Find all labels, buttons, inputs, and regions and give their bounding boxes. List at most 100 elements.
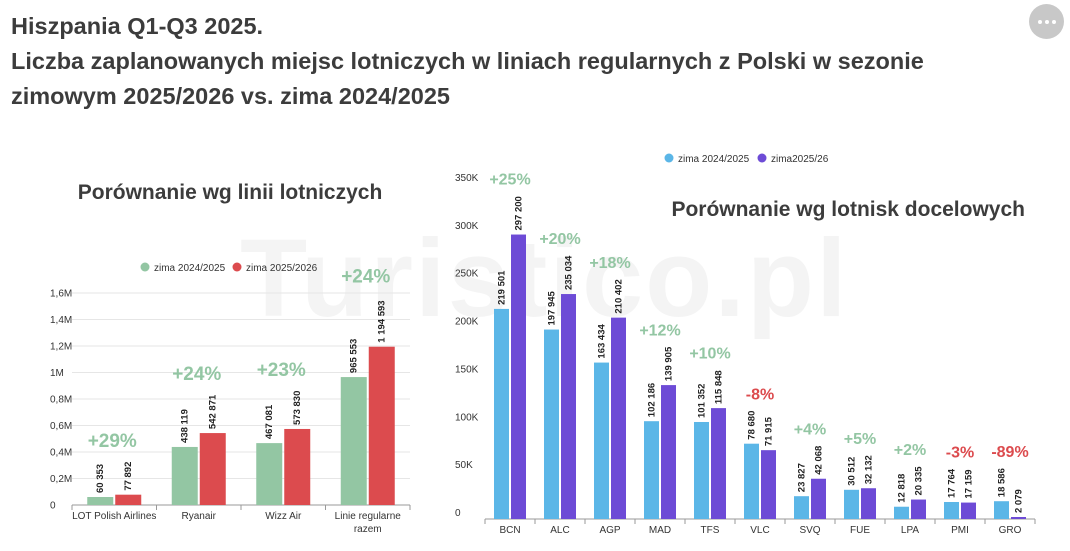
x-category-label: LPA [901,525,919,536]
bar-prev [544,329,559,519]
y-tick-label: 1,4M [50,315,72,326]
change-label: +24% [341,266,390,287]
bar-curr [911,499,926,519]
x-category-label: BCN [499,525,520,536]
x-category-label: FUE [850,525,870,536]
bar-curr [861,488,876,519]
title-line-1: Hiszpania Q1-Q3 2025. [11,13,264,39]
more-dot-icon [1044,19,1049,24]
bar-curr [761,450,776,519]
bar-value-label: 77 892 [123,462,134,491]
more-dot-icon [1037,19,1042,24]
bar-value-label: 573 830 [292,391,303,425]
bar-value-label: 1 194 593 [377,300,388,342]
airline-chart: Porównanie wg linii lotniczych zima 2024/… [50,181,411,535]
change-label: +25% [489,172,530,189]
change-label: +18% [589,255,630,272]
y-tick-label: 50K [455,460,473,471]
change-label: +12% [639,322,680,339]
bar-value-label: 12 818 [897,474,908,503]
y-tick-label: 0,8M [50,395,72,406]
page-title: Hiszpania Q1-Q3 2025. Liczba zaplanowany… [11,9,971,114]
bar-value-label: 23 827 [797,463,808,492]
legend-label: zima2025/26 [771,154,829,165]
bar-prev [794,496,809,519]
bar-value-label: 17 764 [947,468,958,498]
x-category-label: Ryanair [182,511,217,522]
bar-value-label: 542 871 [208,394,219,429]
bar-curr [561,294,576,519]
more-options-button[interactable] [1029,4,1064,39]
bar-curr [199,433,226,505]
x-category-label: LOT Polish Airlines [72,511,156,522]
bar-curr [611,317,626,519]
bar-value-label: 30 512 [847,457,858,486]
bar-value-label: 115 848 [714,370,725,404]
change-label: +10% [689,345,730,362]
bar-prev [594,362,609,519]
bar-value-label: 71 915 [764,416,775,446]
y-tick-label: 1,6M [50,289,72,300]
bar-prev [87,497,114,505]
bar-prev [256,443,283,505]
bar-value-label: 102 186 [647,383,658,417]
chart-title: Porównanie wg linii lotniczych [78,181,383,204]
bar-value-label: 17 159 [964,470,975,499]
bar-curr [511,234,526,519]
bar-value-label: 60 353 [95,464,106,493]
bar-value-label: 18 586 [997,468,1008,497]
bar-prev [944,501,959,519]
change-label: +24% [172,364,221,385]
bar-value-label: 197 945 [547,290,558,325]
bar-prev [171,446,198,505]
change-label: +29% [88,431,137,452]
bar-prev [494,308,509,519]
legend-swatch [664,153,674,163]
legend-label: zima 2024/2025 [154,263,226,274]
bar-value-label: 163 434 [597,324,608,359]
change-label: -89% [991,444,1028,461]
bar-value-label: 101 352 [697,384,708,418]
bar-value-label: 297 200 [514,196,525,230]
y-tick-label: 200K [455,317,479,328]
y-tick-label: 250K [455,269,479,280]
bar-prev [894,506,909,519]
x-category-label: Wizz Air [265,511,302,522]
y-tick-label: 100K [455,412,479,423]
x-category-label: MAD [649,525,671,536]
x-category-label: TFS [701,525,720,536]
y-tick-label: 0 [50,501,56,512]
bar-value-label: 210 402 [614,279,625,313]
x-category-label: VLC [750,525,769,536]
bar-prev [694,421,709,519]
bar-curr [368,346,395,505]
bar-value-label: 139 905 [664,346,675,381]
legend-label: zima 2024/2025 [678,154,750,165]
y-tick-label: 0,2M [50,474,72,485]
change-label: +2% [894,442,926,459]
bar-prev [340,377,367,505]
legend-label: zima 2025/2026 [246,263,318,274]
y-tick-label: 0 [455,508,461,519]
bar-curr [961,502,976,519]
airport-chart: Porównanie wg lotnisk docelowych zima 202… [455,153,1036,536]
bar-value-label: 32 132 [864,455,875,484]
bar-prev [994,501,1009,519]
bar-value-label: 78 680 [747,411,758,440]
legend-swatch [140,262,150,272]
bar-curr [115,494,142,505]
bar-value-label: 235 034 [564,255,575,290]
bar-value-label: 219 501 [497,270,508,305]
bar-value-label: 42 068 [814,446,825,475]
x-category-label: AGP [599,525,620,536]
y-tick-label: 350K [455,173,479,184]
bar-curr [661,385,676,519]
change-label: -3% [946,445,974,462]
change-label: -8% [746,386,774,403]
bar-prev [744,443,759,519]
bar-value-label: 20 335 [914,466,925,496]
bar-value-label: 965 553 [349,339,360,373]
legend-swatch [232,262,242,272]
x-category-label: PMI [951,525,969,536]
